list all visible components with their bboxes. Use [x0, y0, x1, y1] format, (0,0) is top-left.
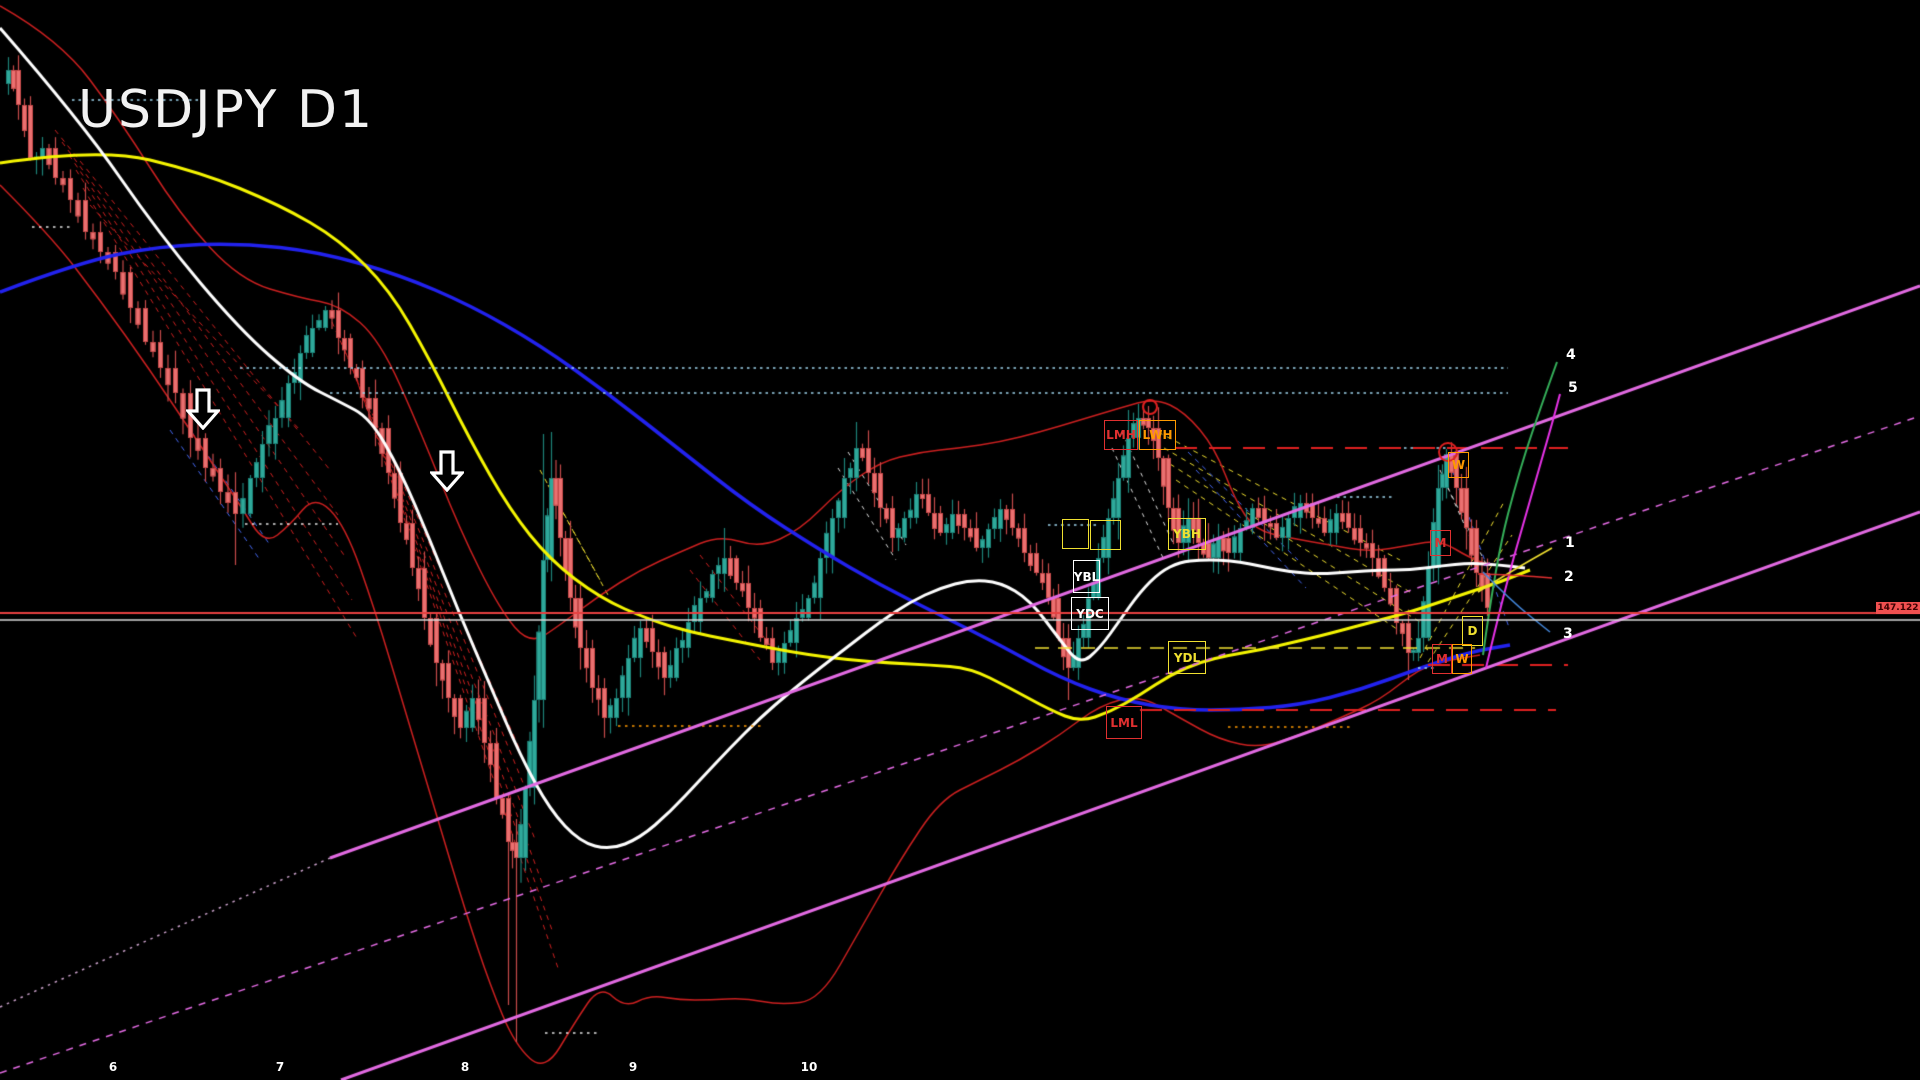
chart-canvas[interactable] [0, 0, 1920, 1080]
trading-chart-window: USDJPY D1 6 7 8 9 10 LMH LWH YBH YBL YDC YDL LML W M… [0, 0, 1920, 1080]
